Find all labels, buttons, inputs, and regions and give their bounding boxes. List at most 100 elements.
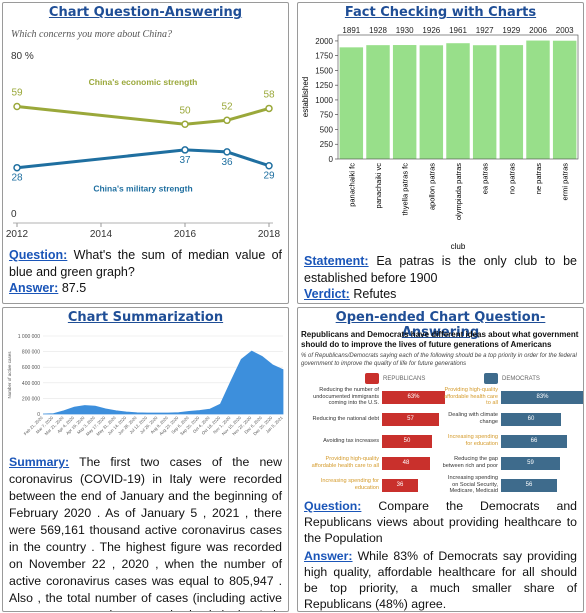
- bar-row: Dealing with climate change 60: [441, 408, 581, 430]
- bar-row: Reducing the national debt 57: [301, 408, 441, 430]
- point: [181, 146, 189, 154]
- x-tick-label: ermi patras: [561, 163, 570, 201]
- answer: Answer: While 83% of Democrats say provi…: [304, 548, 577, 611]
- chart: Which concerns you more about China? 0 80 …: [6, 29, 281, 240]
- bar: [472, 45, 497, 159]
- party-icon: [365, 373, 379, 384]
- panel: Open-ended Chart Question-Answering Repu…: [297, 307, 584, 612]
- y-tick-label: 80 %: [11, 51, 34, 62]
- text: Compare the Democrats and Republicans vi…: [304, 499, 577, 545]
- data-label: 1926: [422, 26, 440, 35]
- data-label: 52: [221, 101, 233, 112]
- verdict: Verdict: Refutes: [304, 286, 577, 303]
- category-label: Increasing spending on Social Security, …: [447, 475, 498, 495]
- area: [42, 350, 284, 415]
- data-label: 36: [396, 482, 404, 488]
- text: While 83% of Democrats say providing hig…: [304, 549, 577, 611]
- data-label: 1929: [502, 26, 520, 35]
- data-label: 2003: [556, 26, 574, 35]
- data-label: 59: [11, 87, 23, 98]
- bar: 36: [382, 478, 418, 492]
- bar-row: Increasing spending for education 36: [301, 474, 441, 496]
- x-tick-label: olympiada patras: [454, 163, 463, 220]
- y-tick-label: 0: [329, 155, 334, 164]
- panel-title: Chart Summarization: [67, 310, 224, 325]
- data-label: 1891: [342, 26, 360, 35]
- party-icon: [484, 373, 498, 384]
- category-label: Reducing the number of undocumented immi…: [313, 387, 379, 407]
- bar-group: REPUBLICANS Reducing the number of undocu…: [301, 371, 445, 496]
- y-tick-label: 0: [37, 412, 40, 418]
- x-tick-label: ne patras: [534, 163, 543, 195]
- y-tick-label: 1500: [315, 66, 333, 75]
- panel: Fact Checking with Charts 0 250 500 750 1000…: [297, 2, 584, 304]
- data-label: 56: [525, 482, 533, 488]
- data-label: 60: [527, 416, 535, 422]
- series-line: [16, 148, 270, 170]
- data-label: 57: [407, 416, 414, 422]
- group-name: DEMOCRATS: [502, 375, 540, 382]
- data-label: 83%: [536, 394, 549, 400]
- bar: [552, 40, 577, 160]
- bar: 57: [382, 412, 439, 426]
- x-axis-label: club: [451, 242, 466, 251]
- bar: [446, 43, 470, 159]
- y-axis-label: established: [301, 77, 310, 117]
- category-label: Increasing spending for education: [447, 434, 498, 447]
- label: Question:: [304, 499, 362, 513]
- y-tick-label: 1750: [315, 52, 333, 61]
- text: Ea patras is the only club to be establi…: [304, 254, 577, 285]
- text: The first two cases of the new coronavir…: [9, 455, 282, 611]
- panel-title: Open-ended Chart Question-Answering: [335, 310, 546, 340]
- y-tick-label: 500: [320, 125, 334, 134]
- chart: 0 250 500 750 1000 1250 1500 1750 2000 establishe…: [301, 26, 579, 251]
- y-tick-label: 0: [11, 209, 17, 220]
- bar-group: DEMOCRATS Providing high-quality affordab…: [441, 371, 583, 496]
- x-tick-label: ea patras: [481, 163, 490, 195]
- y-tick-label: 2000: [315, 37, 333, 46]
- y-tick-label: 400 000: [22, 381, 40, 387]
- data-label: 1961: [449, 26, 467, 35]
- bar: 60: [501, 412, 561, 426]
- y-tick-label: 1250: [315, 81, 333, 90]
- category-label: Avoiding tax increases: [323, 437, 379, 444]
- bar: [392, 45, 417, 159]
- text: What's the sum of median value of blue a…: [9, 248, 282, 279]
- data-label: 1928: [369, 26, 387, 35]
- category-label: Reducing the national debt: [312, 415, 379, 422]
- category-label: Dealing with climate change: [448, 412, 498, 425]
- data-label: 50: [179, 105, 191, 116]
- statement: Statement: Ea patras is the only club to…: [304, 253, 577, 286]
- bar: 83%: [501, 390, 583, 404]
- summary: Summary: The first two cases of the new …: [9, 454, 282, 611]
- point: [13, 163, 21, 172]
- data-label: 36: [221, 157, 233, 168]
- label: Question:: [9, 248, 68, 262]
- x-tick-label: 2014: [90, 229, 113, 240]
- plot-frame: [337, 34, 579, 160]
- point: [13, 102, 21, 111]
- y-tick-label: 250: [320, 140, 334, 149]
- panel: Chart Question-Answering Which concerns …: [2, 2, 289, 304]
- text: Refutes: [353, 287, 397, 301]
- x-tick-label: 2012: [6, 229, 29, 240]
- bar-row: Reducing the number of undocumented immi…: [301, 386, 445, 408]
- group-header: REPUBLICANS: [301, 371, 441, 386]
- x-tick-label: 2016: [174, 229, 197, 240]
- bar-row: Reducing the gap between rich and poor 59: [441, 452, 581, 474]
- bar: [526, 40, 550, 159]
- bar-row: Avoiding tax increases 50: [301, 430, 441, 452]
- chart-subtitle: % of Republicans/Democrats saying each o…: [301, 353, 577, 367]
- label: Answer:: [9, 281, 59, 295]
- series-name: China's military strength: [93, 183, 192, 193]
- point: [265, 161, 273, 170]
- question: Question: Compare the Democrats and Repu…: [304, 498, 577, 546]
- x-tick-label: thyella patras fc: [401, 163, 410, 216]
- chart-title: Republicans and Democrats have different…: [301, 330, 579, 349]
- panel-title: Chart Question-Answering: [48, 5, 243, 20]
- bar: 56: [501, 478, 557, 492]
- x-tick-label: apollon patras: [427, 163, 436, 210]
- data-label: 29: [263, 171, 275, 182]
- answer: Answer: 87.5: [9, 280, 282, 297]
